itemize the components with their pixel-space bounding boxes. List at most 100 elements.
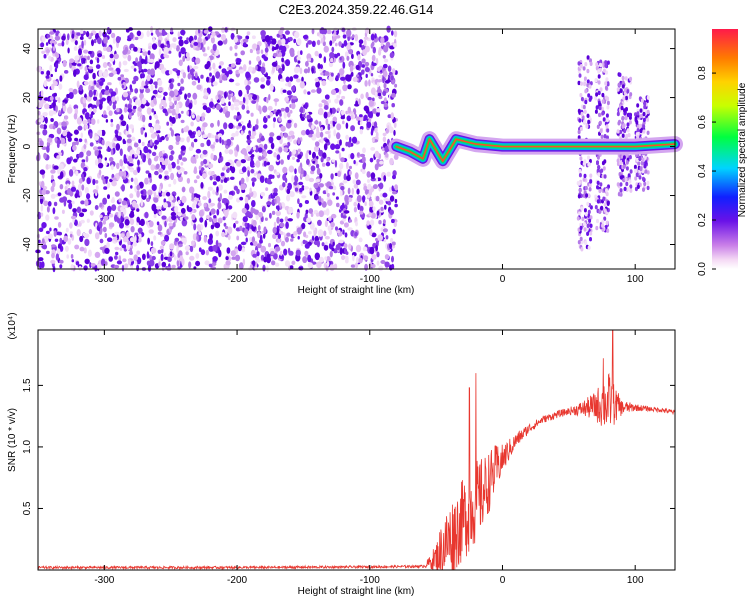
noise-mark	[89, 59, 94, 65]
noise-mark	[391, 218, 395, 224]
noise-mark	[62, 104, 67, 112]
noise-mark	[58, 83, 63, 90]
noise-mark	[246, 31, 251, 36]
burst-mark	[581, 216, 585, 222]
noise-mark	[48, 164, 52, 169]
noise-mark	[287, 112, 291, 118]
noise-mark	[363, 36, 369, 40]
noise-mark	[349, 64, 354, 73]
burst-mark	[642, 124, 646, 129]
noise-mark	[331, 46, 335, 53]
noise-mark	[203, 235, 208, 243]
noise-mark	[175, 103, 180, 109]
noise-mark	[273, 117, 276, 123]
noise-mark	[374, 127, 378, 133]
noise-mark	[262, 105, 268, 113]
noise-mark	[159, 103, 163, 110]
noise-mark	[41, 188, 47, 196]
noise-mark	[335, 229, 341, 234]
burst-mark	[606, 128, 610, 133]
noise-mark	[336, 52, 341, 57]
noise-mark	[177, 211, 182, 217]
noise-mark	[240, 177, 245, 184]
noise-mark	[133, 46, 138, 52]
noise-mark	[38, 100, 44, 108]
noise-mark	[181, 219, 188, 227]
noise-mark	[390, 237, 394, 244]
noise-mark	[132, 105, 137, 110]
noise-mark	[209, 72, 212, 77]
noise-mark	[56, 248, 61, 255]
noise-mark	[224, 27, 228, 33]
noise-mark	[266, 97, 269, 104]
noise-mark	[94, 232, 100, 240]
y-multiplier-label: (x10⁴)	[7, 312, 18, 339]
noise-mark	[365, 91, 369, 99]
noise-mark	[335, 226, 338, 231]
noise-mark	[223, 263, 228, 270]
noise-mark	[99, 214, 103, 219]
noise-mark	[105, 161, 108, 166]
burst-mark	[629, 92, 633, 97]
noise-mark	[323, 244, 329, 251]
noise-mark	[140, 127, 144, 135]
burst-mark	[604, 63, 608, 68]
noise-mark	[169, 127, 173, 131]
noise-mark	[228, 78, 235, 83]
noise-mark	[82, 30, 87, 35]
noise-mark	[316, 39, 321, 46]
noise-mark	[181, 195, 187, 204]
noise-mark	[69, 231, 73, 235]
burst-mark	[628, 155, 632, 160]
noise-mark	[384, 254, 390, 260]
noise-mark	[377, 92, 382, 97]
noise-mark	[127, 259, 132, 266]
noise-mark	[69, 222, 73, 229]
noise-mark	[74, 244, 80, 250]
noise-mark	[159, 157, 165, 163]
noise-mark	[84, 187, 89, 194]
noise-mark	[363, 39, 367, 47]
noise-mark	[108, 67, 114, 71]
noise-mark	[79, 190, 82, 197]
noise-mark	[210, 36, 215, 44]
noise-mark	[152, 36, 156, 43]
noise-mark	[210, 134, 215, 139]
noise-mark	[45, 164, 50, 170]
noise-mark	[354, 262, 359, 269]
noise-mark	[332, 120, 336, 127]
noise-mark	[248, 119, 251, 127]
noise-mark	[246, 139, 252, 144]
noise-mark	[268, 164, 275, 172]
x-tick-label: -100	[360, 274, 380, 285]
noise-mark	[90, 263, 96, 267]
noise-mark	[168, 70, 173, 75]
noise-mark	[65, 180, 71, 186]
noise-mark	[80, 132, 84, 138]
noise-mark	[389, 209, 394, 215]
noise-mark	[173, 255, 177, 261]
noise-mark	[304, 174, 310, 182]
noise-mark	[336, 123, 342, 131]
noise-mark	[257, 225, 261, 231]
noise-mark	[44, 190, 50, 195]
noise-mark	[376, 260, 380, 266]
noise-mark	[344, 204, 347, 209]
noise-mark	[378, 220, 382, 225]
noise-mark	[340, 157, 345, 163]
noise-mark	[59, 259, 64, 264]
noise-mark	[223, 122, 228, 130]
noise-mark	[310, 212, 314, 217]
noise-mark	[233, 185, 238, 191]
noise-mark	[202, 95, 208, 100]
noise-mark	[354, 172, 359, 180]
noise-mark	[286, 188, 291, 195]
burst-mark	[627, 173, 631, 178]
noise-mark	[160, 240, 166, 246]
noise-mark	[353, 201, 358, 207]
noise-mark	[96, 99, 100, 107]
noise-mark	[70, 264, 74, 271]
noise-mark	[325, 139, 330, 143]
noise-mark	[77, 183, 82, 192]
noise-mark	[245, 35, 250, 40]
